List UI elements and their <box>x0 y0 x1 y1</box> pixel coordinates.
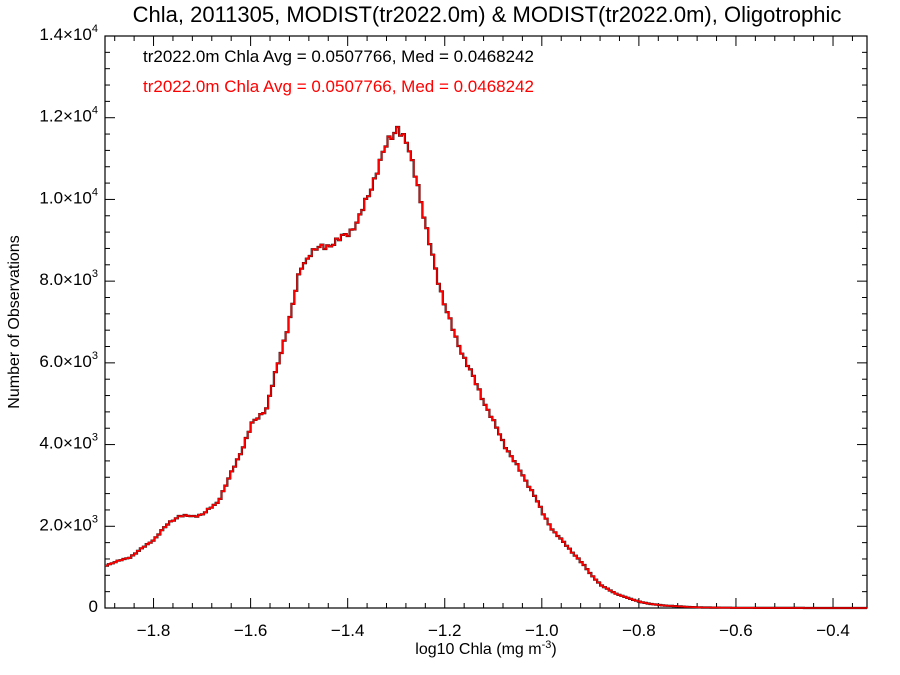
x-tick-label: −1.4 <box>331 621 365 640</box>
y-tick-label: 8.0×103 <box>39 268 98 289</box>
y-tick-label: 2.0×103 <box>39 513 98 534</box>
x-tick-label: −1.0 <box>525 621 559 640</box>
y-tick-label: 4.0×103 <box>39 432 98 453</box>
y-tick-label: 1.4×104 <box>39 23 98 44</box>
x-tick-label: −1.8 <box>137 621 171 640</box>
y-tick-label: 6.0×103 <box>39 350 98 371</box>
y-tick-label: 1.0×104 <box>39 186 98 207</box>
x-tick-labels: −1.8 −1.6 −1.4 −1.2 −1.0 −0.8 −0.6 −0.4 <box>137 621 850 640</box>
annotation-red: tr2022.0m Chla Avg = 0.0507766, Med = 0.… <box>143 77 534 96</box>
y-tick-labels: 0 2.0×103 4.0×103 6.0×103 8.0×103 1.0×104 1.2×… <box>39 23 98 616</box>
y-tick-label: 0 <box>89 597 98 616</box>
y-axis-label: Number of Observations <box>6 235 23 408</box>
axis-ticks <box>105 35 867 609</box>
x-tick-label: −1.2 <box>428 621 462 640</box>
series-layer <box>105 125 867 610</box>
plot-frame <box>104 35 868 609</box>
x-tick-label: −0.6 <box>719 621 753 640</box>
series-red-line <box>105 126 867 609</box>
series-black-line <box>105 125 867 610</box>
y-tick-label: 1.2×104 <box>39 105 98 126</box>
x-axis-label: log10 Chla (mg m-3) <box>415 639 556 658</box>
chart-title: Chla, 2011305, MODIST(tr2022.0m) & MODIS… <box>133 2 842 27</box>
x-tick-label: −0.4 <box>816 621 850 640</box>
x-tick-label: −0.8 <box>622 621 656 640</box>
x-tick-label: −1.6 <box>234 621 268 640</box>
annotation-black: tr2022.0m Chla Avg = 0.0507766, Med = 0.… <box>143 47 534 66</box>
